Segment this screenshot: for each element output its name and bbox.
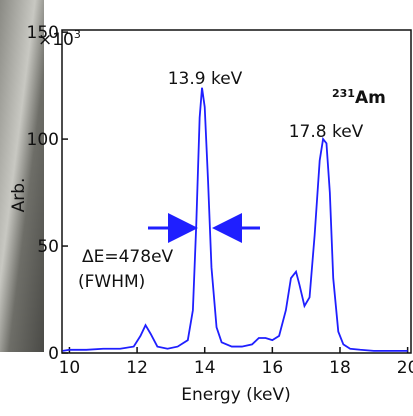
x-tick-label: 14 [194, 358, 216, 378]
plot: 0 50 100 150 10 12 14 16 18 20 [27, 23, 413, 378]
y-tick-label: 0 [48, 344, 59, 364]
spectrum-line [62, 87, 408, 352]
y-multiplier: ×103 [38, 28, 81, 50]
annotation: 17.8 keV [289, 122, 364, 142]
x-tick-label: 12 [126, 358, 148, 378]
x-tick-label: 18 [329, 358, 351, 378]
multiplier-exp: 3 [74, 28, 81, 41]
x-axis-label: Energy (keV) [181, 385, 291, 405]
x-tick-label: 20 [397, 358, 413, 378]
isotope: 231Am [332, 87, 386, 108]
annotation: ΔE=478eV [82, 247, 174, 267]
x-tick-label: 10 [59, 358, 81, 378]
x-tick-label: 16 [262, 358, 284, 378]
multiplier: ×10 [38, 30, 74, 50]
isotope-mass: 231 [332, 87, 355, 100]
isotope-symbol: Am [355, 88, 386, 108]
y-tick-label: 150 [27, 23, 59, 43]
y-axis-label: Arb. [9, 178, 29, 213]
annotation: (FWHM) [78, 272, 145, 292]
y-tick-label: 50 [37, 237, 59, 257]
y-tick-label: 100 [27, 130, 59, 150]
plot-frame [61, 29, 412, 354]
photo [0, 0, 44, 352]
annotation: 13.9 keV [168, 69, 243, 89]
